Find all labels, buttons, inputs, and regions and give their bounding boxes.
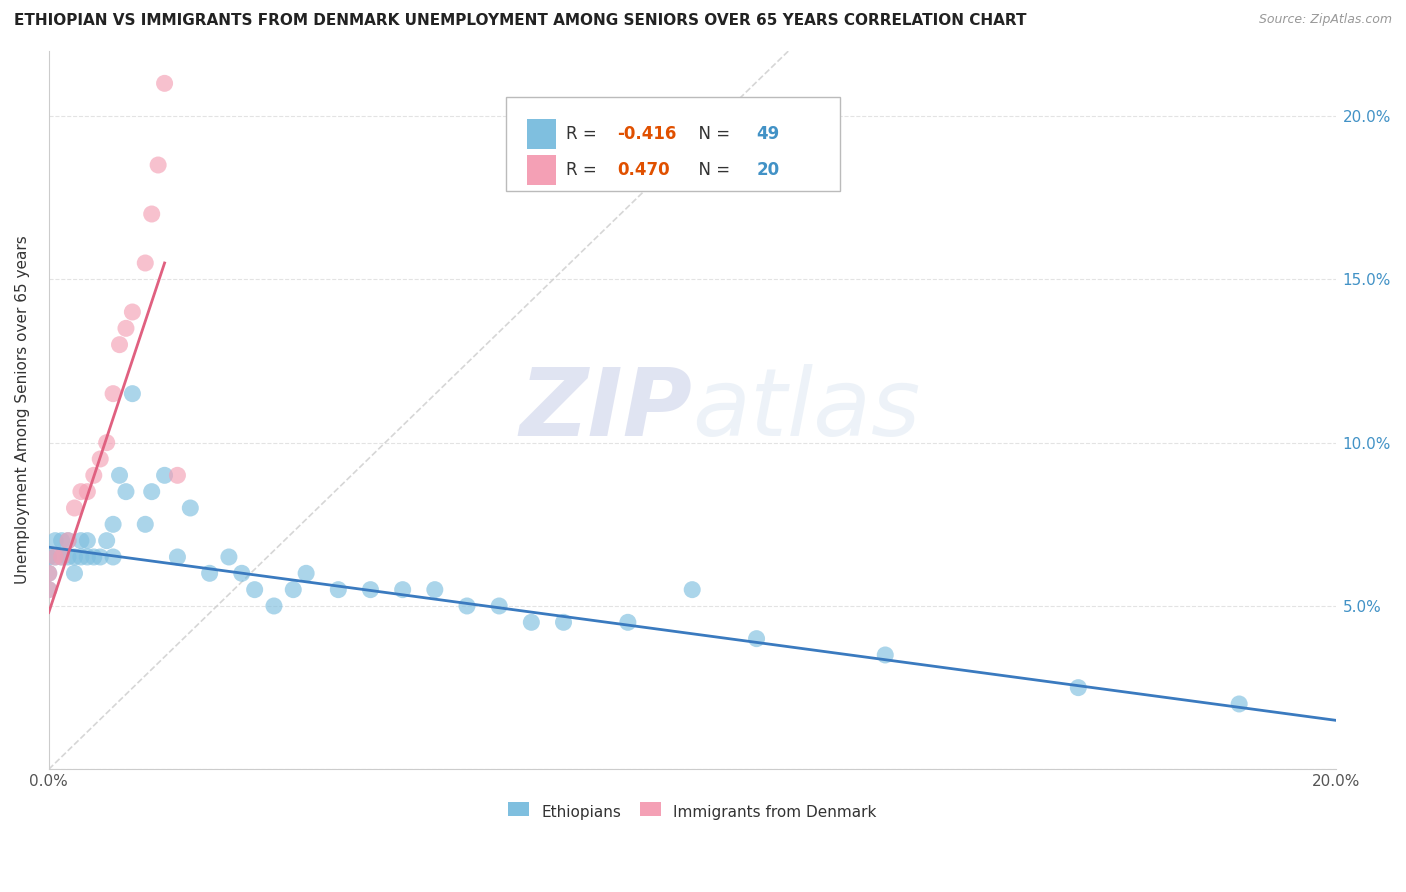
Point bbox=[745, 632, 768, 646]
Point bbox=[63, 500, 86, 515]
Point bbox=[51, 533, 73, 548]
FancyBboxPatch shape bbox=[527, 119, 555, 149]
Point bbox=[56, 533, 79, 548]
Point bbox=[70, 533, 93, 548]
Text: R =: R = bbox=[567, 125, 602, 143]
Point bbox=[76, 484, 98, 499]
Point bbox=[76, 533, 98, 548]
Point bbox=[263, 599, 285, 613]
Point bbox=[101, 517, 124, 532]
Point bbox=[360, 582, 382, 597]
Point bbox=[38, 566, 60, 581]
Point bbox=[423, 582, 446, 597]
Point bbox=[456, 599, 478, 613]
Text: N =: N = bbox=[689, 125, 735, 143]
Point bbox=[44, 549, 66, 564]
Point bbox=[617, 615, 640, 630]
Point bbox=[108, 337, 131, 351]
Text: N =: N = bbox=[689, 161, 735, 179]
Point bbox=[1067, 681, 1090, 695]
Point bbox=[141, 207, 163, 221]
Legend: Ethiopians, Immigrants from Denmark: Ethiopians, Immigrants from Denmark bbox=[502, 799, 883, 826]
Point bbox=[101, 386, 124, 401]
Text: -0.416: -0.416 bbox=[617, 125, 676, 143]
Point bbox=[141, 484, 163, 499]
Point bbox=[198, 566, 221, 581]
Point bbox=[38, 549, 60, 564]
Text: ZIP: ZIP bbox=[519, 364, 692, 456]
Point bbox=[56, 533, 79, 548]
Point bbox=[121, 386, 143, 401]
Point bbox=[56, 549, 79, 564]
Point bbox=[38, 582, 60, 597]
Point bbox=[38, 582, 60, 597]
Point bbox=[391, 582, 413, 597]
Point bbox=[70, 484, 93, 499]
Point bbox=[488, 599, 510, 613]
Point bbox=[38, 566, 60, 581]
Point bbox=[875, 648, 897, 662]
Point bbox=[51, 549, 73, 564]
Text: 20: 20 bbox=[756, 161, 780, 179]
Point bbox=[44, 549, 66, 564]
Point bbox=[63, 566, 86, 581]
Text: Source: ZipAtlas.com: Source: ZipAtlas.com bbox=[1258, 13, 1392, 27]
Point bbox=[70, 549, 93, 564]
Point bbox=[63, 549, 86, 564]
Y-axis label: Unemployment Among Seniors over 65 years: Unemployment Among Seniors over 65 years bbox=[15, 235, 30, 584]
Point bbox=[51, 549, 73, 564]
Point bbox=[44, 533, 66, 548]
Text: atlas: atlas bbox=[692, 365, 921, 456]
Point bbox=[153, 468, 176, 483]
Text: ETHIOPIAN VS IMMIGRANTS FROM DENMARK UNEMPLOYMENT AMONG SENIORS OVER 65 YEARS CO: ETHIOPIAN VS IMMIGRANTS FROM DENMARK UNE… bbox=[14, 13, 1026, 29]
Point bbox=[146, 158, 169, 172]
Point bbox=[295, 566, 318, 581]
Point bbox=[76, 549, 98, 564]
Point bbox=[166, 549, 188, 564]
Point bbox=[328, 582, 350, 597]
Point bbox=[121, 305, 143, 319]
Text: R =: R = bbox=[567, 161, 602, 179]
Point bbox=[96, 435, 118, 450]
Point bbox=[1227, 697, 1250, 711]
Point bbox=[115, 484, 138, 499]
Point bbox=[89, 549, 111, 564]
Point bbox=[681, 582, 703, 597]
Point bbox=[89, 452, 111, 467]
Point bbox=[243, 582, 266, 597]
Point bbox=[283, 582, 305, 597]
Point bbox=[553, 615, 575, 630]
FancyBboxPatch shape bbox=[506, 97, 841, 191]
Point bbox=[520, 615, 543, 630]
Point bbox=[166, 468, 188, 483]
Point bbox=[115, 321, 138, 335]
Point bbox=[231, 566, 253, 581]
Text: 0.470: 0.470 bbox=[617, 161, 671, 179]
Point bbox=[179, 500, 201, 515]
Point bbox=[153, 76, 176, 90]
Point bbox=[134, 256, 156, 270]
FancyBboxPatch shape bbox=[527, 155, 555, 185]
Point bbox=[218, 549, 240, 564]
Point bbox=[101, 549, 124, 564]
Point bbox=[83, 468, 105, 483]
Point bbox=[134, 517, 156, 532]
Text: 49: 49 bbox=[756, 125, 780, 143]
Point bbox=[108, 468, 131, 483]
Point bbox=[83, 549, 105, 564]
Point bbox=[96, 533, 118, 548]
